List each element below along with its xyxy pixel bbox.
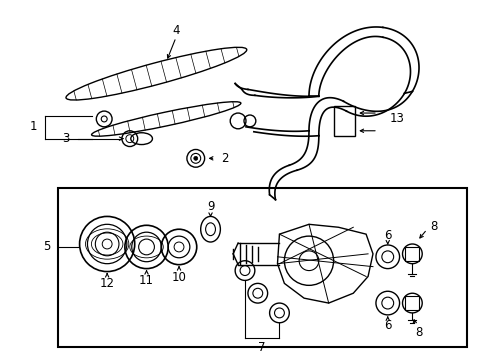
Text: 5: 5: [43, 240, 51, 253]
Bar: [405, 247, 418, 261]
Bar: [405, 296, 418, 310]
Text: 6: 6: [383, 229, 391, 242]
Bar: [58, 188, 466, 347]
Text: 2: 2: [221, 152, 228, 165]
Circle shape: [193, 156, 197, 160]
Text: 8: 8: [429, 220, 437, 233]
Text: 12: 12: [100, 277, 114, 290]
Text: 4: 4: [172, 24, 180, 37]
Text: 6: 6: [383, 319, 391, 332]
Text: 11: 11: [139, 274, 154, 287]
Text: 13: 13: [389, 112, 404, 125]
Text: 9: 9: [206, 200, 214, 213]
Text: 1: 1: [29, 120, 37, 133]
Bar: [333, 106, 355, 136]
Text: 7: 7: [258, 341, 265, 354]
Text: 10: 10: [171, 271, 186, 284]
Text: 3: 3: [62, 132, 69, 145]
Text: 8: 8: [415, 326, 422, 339]
